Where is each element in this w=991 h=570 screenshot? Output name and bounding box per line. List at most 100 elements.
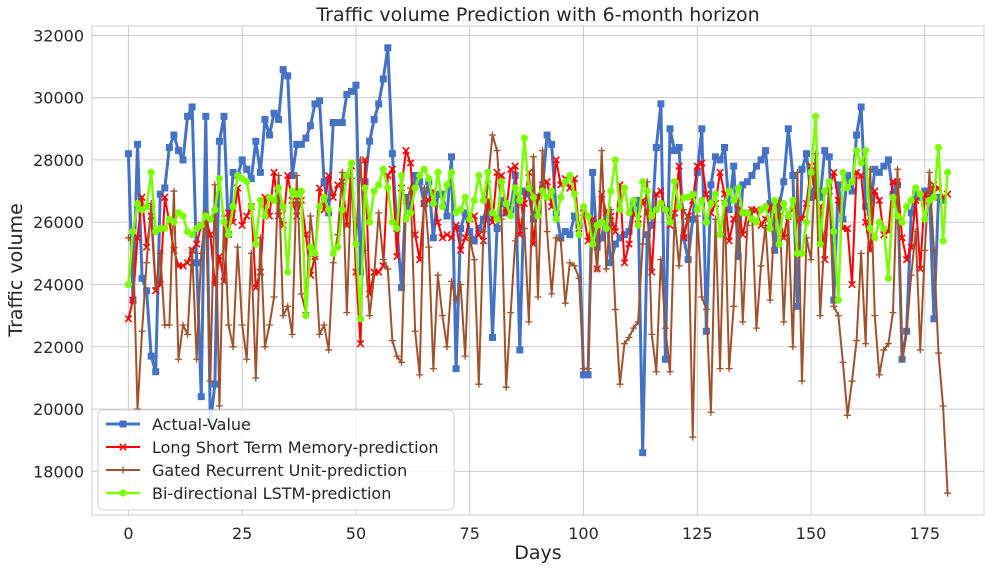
data-point (766, 200, 774, 208)
data-point (670, 178, 679, 186)
data-point (356, 315, 365, 323)
chart-title: Traffic volume Prediction with 6-month h… (315, 4, 759, 26)
data-point (839, 168, 847, 176)
data-point (620, 184, 629, 192)
data-point (261, 115, 269, 123)
data-point (188, 246, 196, 254)
data-point (566, 259, 574, 267)
data-point (252, 137, 260, 145)
data-point (862, 146, 870, 155)
data-point (402, 146, 410, 155)
data-point (243, 165, 251, 173)
data-point (184, 330, 192, 338)
data-point (843, 224, 852, 233)
data-point (124, 150, 132, 158)
data-point (183, 258, 192, 267)
data-point (470, 237, 478, 245)
data-point (393, 224, 401, 233)
data-point (752, 324, 760, 332)
data-point (798, 249, 806, 257)
data-point (648, 212, 656, 220)
data-point (525, 318, 533, 326)
data-point (607, 259, 615, 267)
data-point (639, 178, 647, 186)
data-point (275, 115, 283, 123)
data-point (143, 287, 151, 295)
data-point (671, 212, 679, 220)
data-point (452, 296, 460, 304)
data-point (939, 237, 947, 245)
data-point (561, 228, 569, 236)
data-point (197, 393, 205, 401)
data-point (243, 355, 251, 363)
data-point (165, 321, 173, 329)
data-point (334, 243, 342, 251)
data-point (907, 271, 915, 279)
x-tick-label: 175 (910, 524, 941, 543)
data-point (780, 199, 788, 208)
data-point (625, 228, 633, 236)
data-point (834, 196, 843, 205)
data-point (402, 193, 410, 201)
data-point (161, 184, 169, 192)
data-point (143, 203, 151, 211)
data-point (534, 293, 542, 301)
data-point (333, 181, 342, 189)
data-point (639, 240, 647, 248)
data-point (689, 433, 697, 441)
y-tick-label: 18000 (33, 462, 84, 481)
data-point (930, 193, 938, 201)
data-point (698, 159, 706, 167)
data-point (156, 249, 164, 257)
data-point (479, 196, 487, 205)
data-point (552, 215, 560, 223)
data-point (238, 321, 246, 329)
data-point (261, 343, 269, 351)
data-point (443, 212, 451, 220)
data-point (315, 203, 324, 211)
data-point (921, 187, 929, 195)
data-point (247, 203, 255, 211)
data-point (293, 172, 301, 180)
data-point (780, 178, 788, 186)
data-point (666, 368, 674, 376)
data-point (575, 231, 583, 239)
data-point (730, 196, 738, 205)
data-point (566, 231, 574, 239)
data-point (789, 343, 797, 351)
data-point (857, 171, 865, 180)
data-point (261, 212, 269, 220)
data-point (220, 112, 228, 120)
data-point (475, 380, 483, 388)
legend-entry: Bi-directional LSTM-prediction (106, 484, 391, 503)
data-point (192, 240, 201, 248)
data-point (270, 109, 278, 117)
data-point (729, 215, 738, 223)
data-point (834, 181, 842, 189)
data-point (338, 119, 346, 127)
data-point (616, 206, 624, 214)
data-point (416, 171, 424, 180)
data-point (247, 249, 255, 257)
data-point (488, 131, 496, 139)
data-point (211, 181, 219, 189)
data-point (311, 249, 319, 257)
data-point (516, 196, 524, 205)
data-point (748, 172, 756, 180)
data-point (825, 153, 833, 161)
data-point (675, 262, 683, 270)
data-point (771, 196, 779, 205)
data-point (939, 196, 947, 204)
data-point (589, 240, 597, 248)
data-point (702, 190, 711, 198)
data-point (306, 212, 314, 220)
data-point (397, 358, 405, 366)
legend-box (97, 409, 455, 511)
data-point (739, 318, 747, 326)
data-point (179, 156, 187, 164)
data-point (225, 321, 233, 329)
data-point (498, 196, 506, 204)
data-point (734, 252, 742, 260)
data-point (752, 162, 760, 170)
data-point (497, 178, 506, 186)
